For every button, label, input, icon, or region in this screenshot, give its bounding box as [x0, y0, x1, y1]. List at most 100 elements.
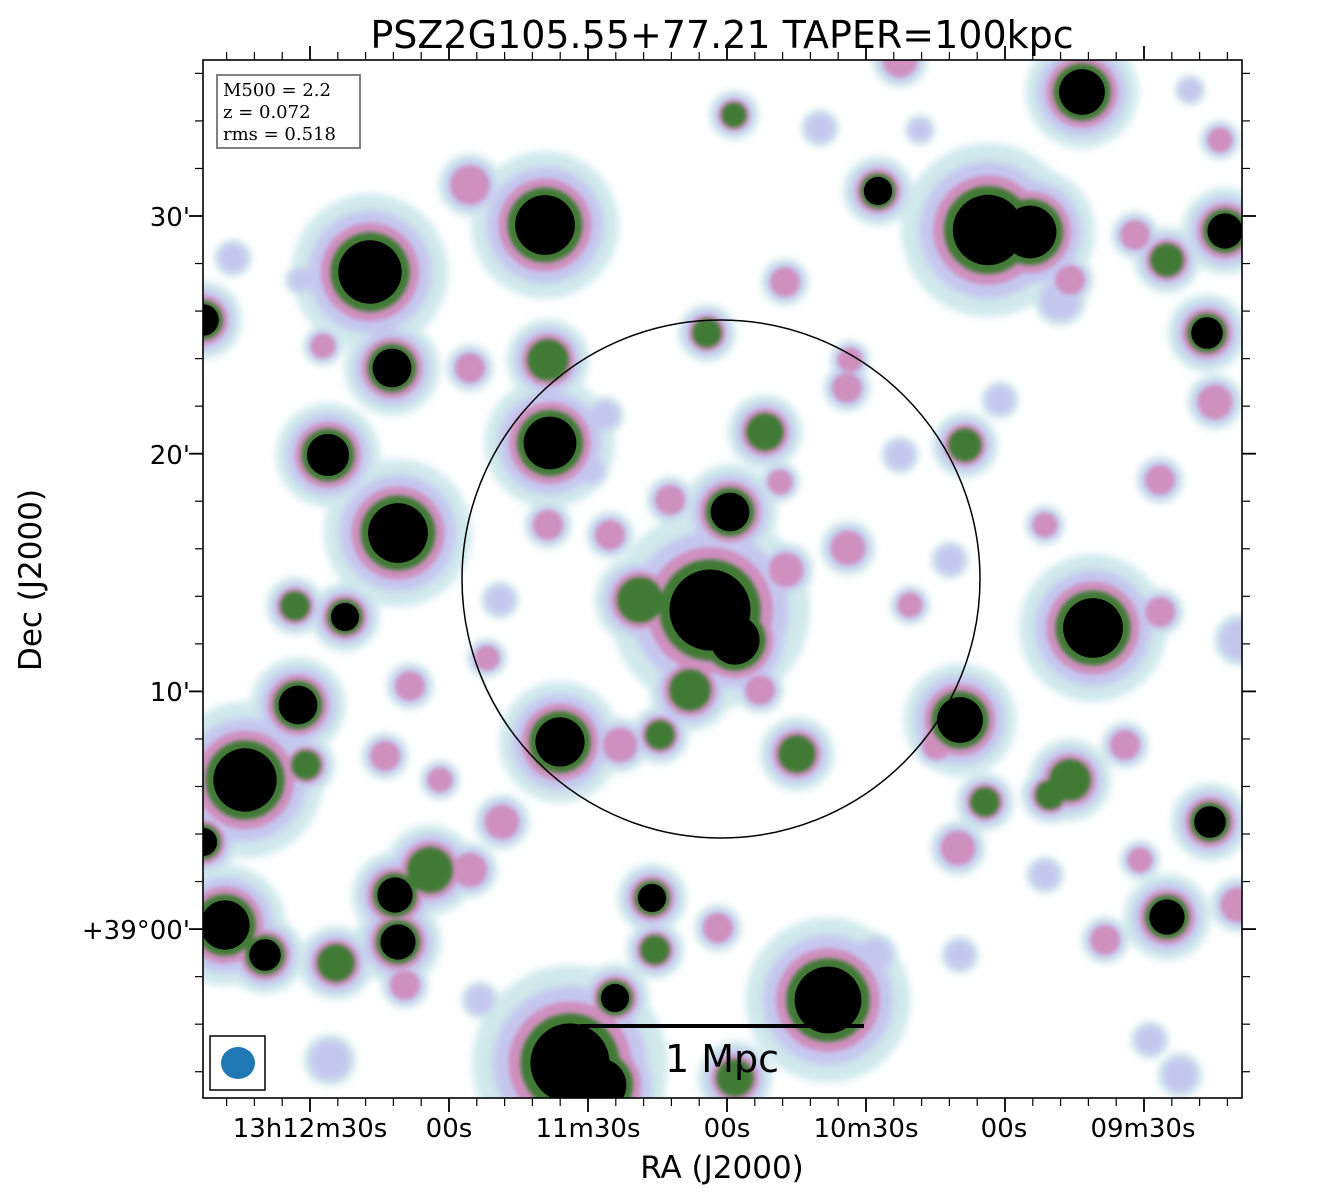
emission-blob: [1059, 69, 1105, 115]
emission-blob: [523, 416, 577, 470]
emission-blob: [703, 913, 733, 943]
axis-ticks: [189, 46, 1256, 1112]
emission-blob: [310, 333, 336, 359]
emission-blob: [710, 615, 760, 665]
emission-blob: [590, 400, 620, 430]
emission-blob: [317, 944, 355, 982]
emission-blob: [1162, 1057, 1198, 1093]
emission-blob: [1178, 78, 1202, 102]
beam-ellipse: [221, 1047, 255, 1079]
emission-blob: [595, 520, 625, 550]
scale-bar: 1 Mpc: [580, 1024, 864, 1081]
ra-tick-label: 10m30s: [813, 1114, 918, 1144]
emission-blob: [721, 102, 747, 128]
emission-blob: [1110, 730, 1140, 760]
emission-blob: [278, 685, 318, 725]
emission-blob: [203, 900, 250, 950]
ra-tick-label: 11m30s: [535, 1114, 640, 1144]
scale-bar-label: 1 Mpc: [665, 1037, 779, 1081]
ra-tick-label: 00s: [704, 1114, 751, 1144]
emission-blob: [484, 804, 520, 840]
emission-blob: [535, 717, 585, 767]
emission-blob: [427, 767, 453, 793]
ra-tick-labels: 13h12m30s 00s 11m30s 00s 10m30s 00s 09m3…: [233, 1114, 1196, 1144]
emission-blob: [770, 267, 800, 297]
emission-level-5: [203, 69, 1242, 1098]
ra-tick-label: 13h12m30s: [233, 1114, 388, 1144]
emission-blob: [370, 741, 400, 771]
emission-blob: [1149, 899, 1185, 935]
emission-blob: [937, 697, 983, 743]
info-rms: rms = 0.518: [223, 124, 336, 145]
emission-blob: [203, 304, 219, 336]
emission-blob: [1145, 465, 1175, 495]
emission-blob: [1055, 265, 1085, 295]
map-title: PSZ2G105.55+77.21 TAPER=100kpc: [370, 13, 1073, 57]
emission-blob: [669, 669, 711, 711]
ra-tick-label: 00s: [426, 1114, 473, 1144]
emission-blob: [746, 413, 784, 451]
emission-blob: [600, 983, 630, 1013]
emission-blob: [710, 492, 750, 532]
emission-blob: [1220, 887, 1242, 923]
emission-blob: [372, 348, 412, 388]
ra-tick-label: 00s: [981, 1114, 1028, 1144]
emission-blob: [837, 347, 863, 373]
emission-blob: [617, 577, 663, 623]
info-mass: M500 = 2.2: [223, 80, 331, 101]
emission-blob: [970, 787, 1000, 817]
emission-blob: [291, 750, 321, 780]
emission-blob: [885, 440, 915, 470]
emission-blob: [768, 552, 804, 588]
dec-tick-labels: 30' 20' 10' +39°00': [82, 203, 190, 946]
emission-blob: [533, 510, 563, 540]
emission-blob: [985, 385, 1015, 415]
ra-tick-label: 09m30s: [1090, 1114, 1195, 1144]
emission-blob: [897, 592, 923, 618]
emission-blob: [380, 924, 416, 960]
emission-blob: [1063, 598, 1123, 658]
emission-blob: [485, 585, 515, 615]
emission-blob: [645, 720, 675, 750]
info-box-frame: [216, 74, 361, 149]
emission-blob: [1127, 847, 1153, 873]
emission-blob: [945, 940, 975, 970]
emission-blob: [1035, 780, 1065, 810]
emission-blob: [1207, 127, 1233, 153]
emission-blob: [1135, 1025, 1165, 1055]
emission-blob: [935, 545, 965, 575]
emission-blob: [395, 671, 425, 701]
emission-blob: [745, 675, 775, 705]
dec-tick-label: 10': [150, 678, 190, 708]
emission-blob: [390, 970, 420, 1000]
cluster-aperture-circle: [461, 319, 981, 839]
emission-blob: [573, 1058, 627, 1098]
emission-blob: [1219, 619, 1242, 661]
emission-blob: [908, 118, 932, 142]
emission-blob: [882, 60, 918, 78]
emission-blob: [515, 195, 575, 255]
emission-blob: [863, 176, 893, 206]
emission-blob: [455, 353, 485, 383]
emission-blob: [288, 268, 312, 292]
emission-blob: [1145, 597, 1175, 627]
emission-blob: [716, 1059, 754, 1097]
emission-blob: [1150, 243, 1184, 277]
emission-blob: [450, 165, 490, 205]
emission-blob: [832, 373, 862, 403]
emission-blob: [655, 485, 685, 515]
emission-blob: [465, 985, 495, 1015]
emission-blob: [940, 830, 976, 866]
emission-blob: [1030, 860, 1060, 890]
radio-intensity-map: [203, 60, 1242, 1098]
beam-indicator: [209, 1035, 266, 1091]
emission-blob: [794, 966, 862, 1034]
emission-blob: [527, 339, 569, 381]
emission-blob: [1207, 213, 1242, 249]
dec-tick-label: 20': [150, 441, 190, 471]
emission-layer: [203, 60, 1242, 1098]
emission-blob: [692, 318, 722, 348]
dec-tick-label: 30': [150, 203, 190, 233]
emission-blob: [249, 939, 281, 971]
